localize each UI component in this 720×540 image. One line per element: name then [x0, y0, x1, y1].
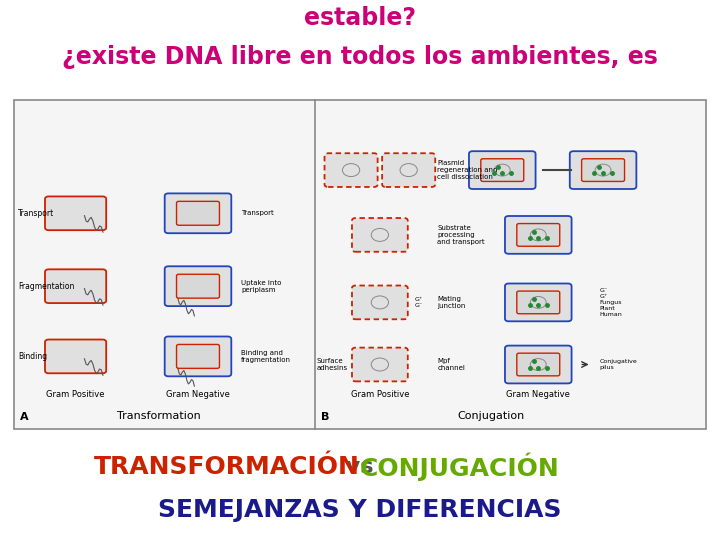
FancyBboxPatch shape — [517, 224, 559, 246]
FancyBboxPatch shape — [469, 151, 536, 189]
FancyBboxPatch shape — [570, 151, 636, 189]
Text: Mpf
channel: Mpf channel — [438, 358, 465, 371]
FancyBboxPatch shape — [176, 274, 220, 298]
Text: Gram Positive: Gram Positive — [46, 390, 105, 399]
FancyBboxPatch shape — [352, 218, 408, 252]
Text: Gram Negative: Gram Negative — [166, 390, 230, 399]
FancyBboxPatch shape — [481, 159, 523, 181]
Text: Substrate
processing
and transport: Substrate processing and transport — [438, 225, 485, 245]
FancyBboxPatch shape — [582, 159, 624, 181]
Text: Conjugation: Conjugation — [457, 411, 524, 421]
FancyBboxPatch shape — [517, 353, 559, 376]
Text: B: B — [321, 413, 329, 422]
FancyBboxPatch shape — [45, 269, 107, 303]
Text: A: A — [20, 413, 29, 422]
Text: Transformation: Transformation — [117, 411, 201, 421]
FancyBboxPatch shape — [325, 153, 377, 187]
Text: G⁺
G⁻: G⁺ G⁻ — [415, 297, 423, 308]
Text: Gram Negative: Gram Negative — [506, 390, 570, 399]
FancyBboxPatch shape — [45, 340, 107, 373]
FancyBboxPatch shape — [14, 100, 706, 429]
FancyBboxPatch shape — [352, 286, 408, 319]
Text: Binding and
fragmentation: Binding and fragmentation — [241, 350, 291, 363]
Text: SEMEJANZAS Y DIFERENCIAS: SEMEJANZAS Y DIFERENCIAS — [158, 498, 562, 522]
FancyBboxPatch shape — [505, 284, 572, 321]
FancyBboxPatch shape — [165, 193, 231, 233]
Text: Plasmid
regeneration and
cell dissociation: Plasmid regeneration and cell dissociati… — [438, 160, 498, 180]
FancyBboxPatch shape — [45, 197, 107, 230]
Text: G⁻
G⁺
Fungus
Plant
Human: G⁻ G⁺ Fungus Plant Human — [600, 288, 622, 316]
Text: Conjugative
pilus: Conjugative pilus — [600, 359, 637, 370]
Text: estable?: estable? — [304, 6, 416, 30]
FancyBboxPatch shape — [505, 216, 572, 254]
FancyBboxPatch shape — [352, 348, 408, 381]
Text: TRANSFORMACIÓN: TRANSFORMACIÓN — [94, 455, 360, 479]
Text: Transport: Transport — [18, 209, 54, 218]
Text: ¿existe DNA libre en todos los ambientes, es: ¿existe DNA libre en todos los ambientes… — [62, 45, 658, 69]
FancyBboxPatch shape — [517, 291, 559, 314]
Text: Surface
adhesins: Surface adhesins — [317, 358, 348, 371]
Text: Binding: Binding — [18, 352, 47, 361]
FancyBboxPatch shape — [176, 201, 220, 225]
FancyBboxPatch shape — [165, 336, 231, 376]
Text: Transport: Transport — [241, 210, 274, 217]
Text: vs: vs — [338, 457, 382, 477]
FancyBboxPatch shape — [382, 153, 435, 187]
FancyBboxPatch shape — [176, 345, 220, 368]
FancyBboxPatch shape — [505, 346, 572, 383]
Text: Uptake into
periplasm: Uptake into periplasm — [241, 280, 282, 293]
Text: Gram Positive: Gram Positive — [351, 390, 409, 399]
Text: Fragmentation: Fragmentation — [18, 282, 74, 291]
Text: Mating
junction: Mating junction — [438, 296, 466, 309]
FancyBboxPatch shape — [165, 266, 231, 306]
Text: CONJUGACIÓN: CONJUGACIÓN — [360, 453, 559, 481]
